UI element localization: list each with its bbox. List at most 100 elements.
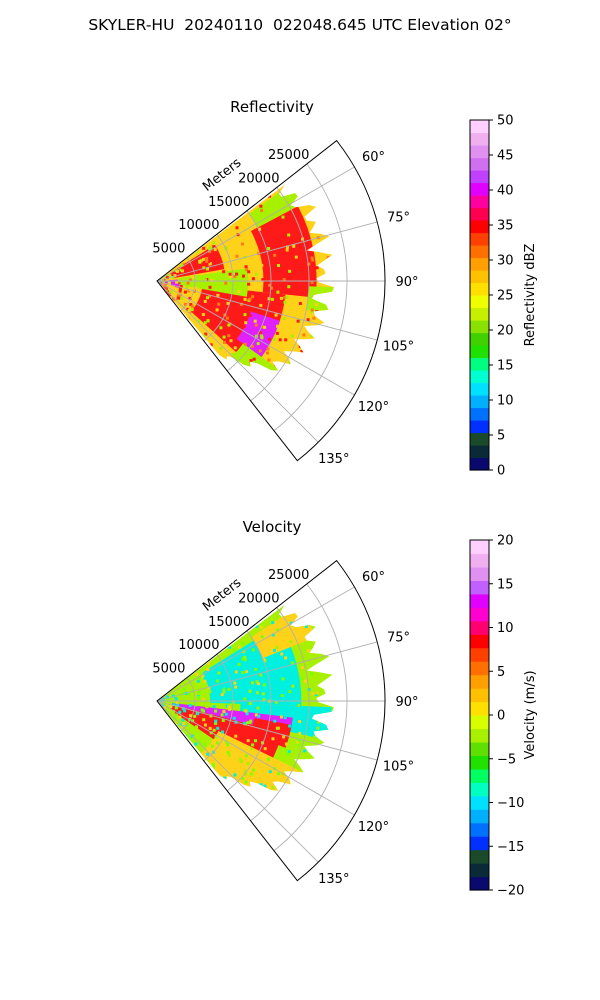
- field-speckle: [277, 772, 280, 776]
- field-speckle: [229, 339, 233, 343]
- field-speckle: [238, 239, 242, 243]
- field-speckle: [291, 684, 295, 688]
- azimuth-tick-label: 90°: [395, 695, 418, 710]
- field-speckle: [290, 661, 294, 665]
- field-speckle: [336, 627, 339, 630]
- field-speckle: [204, 723, 207, 727]
- field-speckle: [267, 297, 271, 301]
- field-speckle: [231, 660, 235, 664]
- field-speckle: [194, 703, 198, 707]
- field-speckle: [319, 785, 322, 789]
- field-speckle: [319, 316, 323, 319]
- field-speckle: [221, 730, 224, 734]
- azimuth-tick-label: 60°: [362, 570, 385, 585]
- field-speckle: [283, 748, 287, 752]
- field-speckle: [268, 194, 271, 198]
- field-speckle: [211, 245, 215, 249]
- field-speckle: [203, 679, 207, 683]
- field-speckle: [202, 718, 206, 722]
- field-speckle: [281, 393, 284, 396]
- field-speckle: [268, 283, 271, 287]
- field-speckle: [232, 648, 236, 652]
- field-speckle: [291, 790, 295, 791]
- field-speckle: [251, 366, 255, 369]
- field-speckle: [254, 713, 258, 717]
- field-speckle: [258, 227, 262, 231]
- field-speckle: [227, 684, 231, 688]
- field-speckle: [178, 268, 182, 272]
- field-speckle: [202, 698, 206, 702]
- field-speckle: [343, 364, 346, 367]
- field-speckle: [279, 322, 283, 326]
- azimuth-tick-label: 135°: [318, 872, 349, 887]
- field-speckle: [243, 697, 247, 701]
- azimuth-line: [156, 280, 319, 443]
- field-speckle: [251, 681, 254, 685]
- field-speckle: [237, 323, 241, 327]
- field-speckle: [260, 635, 264, 639]
- field-speckle: [233, 248, 237, 252]
- field-speckle: [286, 752, 290, 756]
- field-speckle: [283, 401, 286, 404]
- field-speckle: [346, 678, 349, 681]
- field-speckle: [314, 226, 318, 230]
- field-speckle: [256, 682, 260, 686]
- field-speckle: [259, 298, 263, 302]
- field-speckle: [210, 744, 214, 748]
- field-speckle: [303, 769, 307, 773]
- range-ring: [180, 677, 196, 732]
- field-speckle: [248, 297, 252, 301]
- colorbar-bin: [470, 282, 489, 296]
- field-speckle: [318, 833, 321, 836]
- field-speckle: [331, 150, 334, 153]
- velocity-outbound: [200, 730, 301, 791]
- field-speckle: [294, 646, 298, 649]
- field-speckle: [183, 709, 187, 713]
- field-speckle: [221, 360, 225, 363]
- field-speckle: [344, 363, 347, 366]
- field-speckle: [335, 365, 338, 368]
- field-speckle: [169, 290, 173, 294]
- colorbar-bin: [470, 755, 489, 770]
- field-speckle: [222, 687, 226, 691]
- field-speckle: [201, 257, 205, 261]
- field-speckle: [271, 633, 275, 637]
- field-speckle: [225, 781, 229, 785]
- field-speckle: [202, 266, 206, 270]
- field-speckle: [274, 363, 277, 367]
- field-speckle: [201, 675, 205, 679]
- field-speckle: [177, 296, 181, 300]
- field-speckle: [315, 266, 319, 270]
- field-speckle: [203, 321, 207, 325]
- field-speckle: [277, 662, 280, 666]
- field-speckle: [310, 310, 314, 314]
- field-speckle: [258, 349, 262, 353]
- colorbar-tick-label: 0: [497, 709, 505, 724]
- field-speckle: [182, 687, 186, 691]
- field-speckle: [303, 679, 307, 683]
- field-speckle: [354, 623, 357, 626]
- field-speckle: [311, 692, 315, 696]
- field-speckle: [171, 286, 175, 290]
- range-ring: [180, 257, 196, 312]
- field-speckle: [248, 789, 252, 791]
- field-speckle: [297, 804, 300, 807]
- field-speckle: [341, 294, 344, 297]
- field-speckle: [310, 256, 314, 260]
- field-speckle: [228, 645, 232, 649]
- field-speckle: [363, 770, 366, 773]
- field-speckle: [316, 630, 320, 634]
- field-speckle: [325, 158, 328, 161]
- field-speckle: [228, 275, 232, 279]
- azimuth-tick-label: 105°: [383, 760, 414, 775]
- field-speckle: [247, 282, 251, 286]
- field-speckle: [166, 695, 169, 699]
- field-speckle: [273, 253, 277, 257]
- field-speckle: [332, 226, 334, 230]
- field-speckle: [261, 692, 265, 696]
- field-speckle: [243, 342, 247, 346]
- field-speckle: [204, 690, 208, 694]
- field-speckle: [290, 851, 293, 854]
- field-speckle: [340, 181, 343, 184]
- field-speckle: [208, 250, 212, 254]
